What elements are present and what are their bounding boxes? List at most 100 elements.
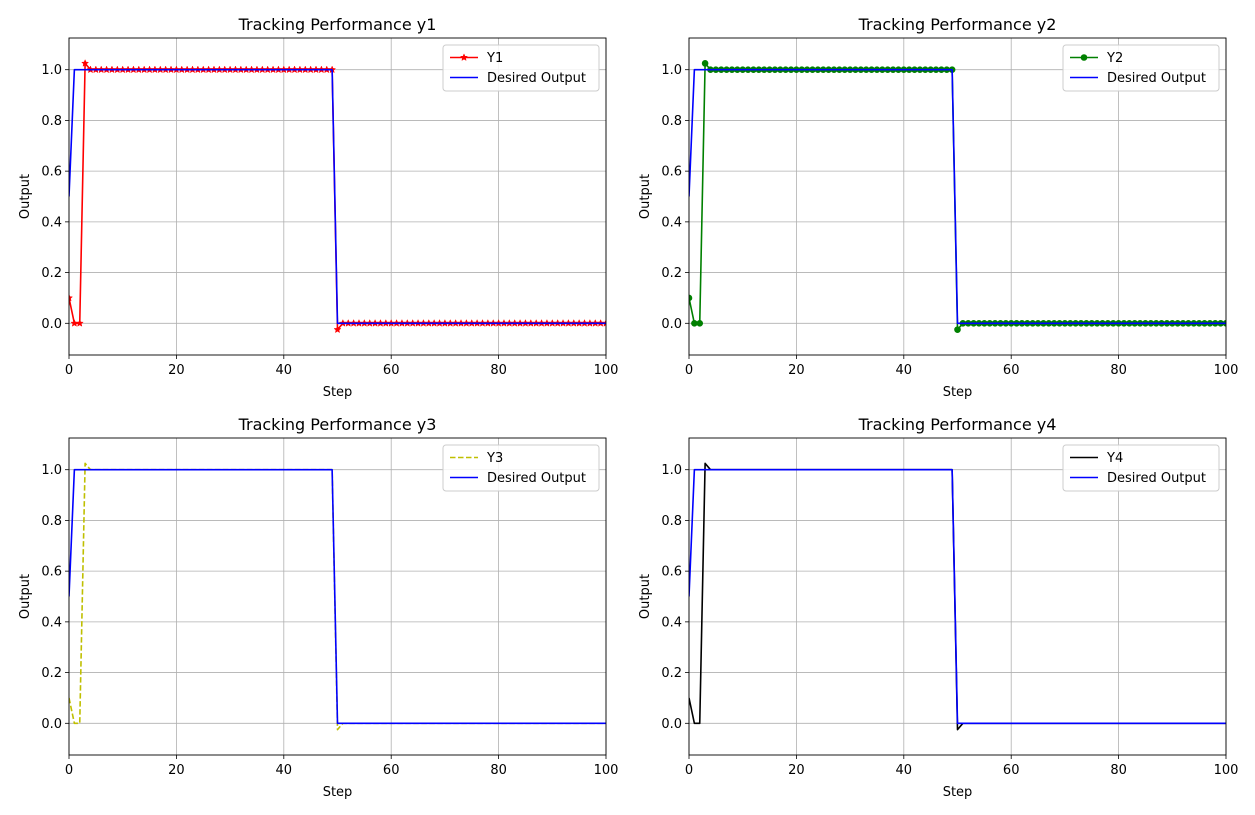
series-line-y3 xyxy=(69,462,606,731)
x-tick-label: 100 xyxy=(1214,763,1239,778)
plot-area xyxy=(689,462,1226,731)
y-tick-label: 0.0 xyxy=(41,317,62,332)
x-tick-label: 0 xyxy=(65,363,73,378)
x-tick-label: 40 xyxy=(276,763,293,778)
legend: Y2 Desired Output xyxy=(1062,44,1220,92)
y-tick-label: 0.4 xyxy=(661,215,682,230)
x-tick-label: 60 xyxy=(383,363,400,378)
y-tick-label: 0.4 xyxy=(41,615,62,630)
x-axis-label: Step xyxy=(323,385,353,400)
x-tick-label: 0 xyxy=(685,363,693,378)
data-point xyxy=(691,320,698,327)
x-tick-label: 60 xyxy=(1003,763,1020,778)
chart-panel-3: 0 20 40 60 80 100 0.0 0.2 0.4 0.6 0.8 1.0 Tracking P… xyxy=(18,415,618,800)
x-tick-label: 60 xyxy=(1003,363,1020,378)
data-point xyxy=(333,325,342,334)
legend-marker xyxy=(459,53,469,61)
x-axis-label: Step xyxy=(943,785,973,800)
x-tick-label: 80 xyxy=(1110,363,1127,378)
y-tick-label: 1.0 xyxy=(661,463,682,478)
x-tick-label: 0 xyxy=(685,763,693,778)
chart-title: Tracking Performance y2 xyxy=(858,15,1057,34)
y-tick-label: 0.0 xyxy=(661,317,682,332)
legend: Y1 Desired Output xyxy=(442,44,600,92)
chart-panel-2: 0 20 40 60 80 100 0.0 0.2 0.4 0.6 0.8 1.0 Tracking P… xyxy=(638,15,1238,400)
y-tick-label: 0.8 xyxy=(41,114,62,129)
legend-box xyxy=(442,444,600,492)
legend-label: Desired Output xyxy=(1107,471,1206,486)
x-tick-label: 80 xyxy=(490,363,507,378)
legend-label: Desired Output xyxy=(1107,71,1206,86)
y-tick-label: 0.8 xyxy=(661,514,682,529)
plot-area xyxy=(69,462,606,731)
y-tick-label: 1.0 xyxy=(41,63,62,78)
x-axis-label: Step xyxy=(323,785,353,800)
x-tick-label: 0 xyxy=(65,763,73,778)
axes-frame xyxy=(688,437,1227,756)
y-tick-label: 0.6 xyxy=(41,165,62,180)
x-tick-label: 20 xyxy=(788,363,805,378)
y-tick-label: 0.6 xyxy=(41,565,62,580)
y-tick-label: 0.8 xyxy=(661,114,682,129)
plot-area xyxy=(69,59,606,334)
y-axis-label: Output xyxy=(638,174,653,219)
x-tick-label: 60 xyxy=(383,763,400,778)
y-tick-label: 0.2 xyxy=(41,666,62,681)
legend-label: Y2 xyxy=(1106,51,1123,66)
data-point xyxy=(701,60,709,67)
y-tick-label: 0.0 xyxy=(41,717,62,732)
y-axis-label: Output xyxy=(18,174,33,219)
x-tick-label: 100 xyxy=(1214,363,1239,378)
chart-title: Tracking Performance y3 xyxy=(238,415,437,434)
y-axis-label: Output xyxy=(18,574,33,619)
legend-box xyxy=(1062,444,1220,492)
x-tick-label: 80 xyxy=(490,763,507,778)
chart-title: Tracking Performance y1 xyxy=(238,15,437,34)
x-tick-label: 100 xyxy=(594,763,619,778)
legend-label: Desired Output xyxy=(487,471,586,486)
y-tick-label: 0.6 xyxy=(661,565,682,580)
y-tick-label: 0.4 xyxy=(41,215,62,230)
y-tick-label: 1.0 xyxy=(41,463,62,478)
x-tick-label: 100 xyxy=(594,363,619,378)
data-point xyxy=(81,59,90,67)
axes-frame xyxy=(68,37,607,356)
legend: Y3 Desired Output xyxy=(442,444,600,492)
plot-area xyxy=(689,60,1226,333)
x-tick-label: 80 xyxy=(1110,763,1127,778)
legend-box xyxy=(1062,44,1220,92)
legend-box xyxy=(442,44,600,92)
y-tick-label: 0.2 xyxy=(661,666,682,681)
x-tick-label: 40 xyxy=(896,363,913,378)
legend-marker xyxy=(1080,54,1088,61)
series-line-desired-output xyxy=(69,68,606,325)
axes-frame xyxy=(688,37,1227,356)
y-tick-label: 1.0 xyxy=(661,63,682,78)
legend-label: Y4 xyxy=(1106,451,1123,466)
legend-label: Y1 xyxy=(486,51,503,66)
series-line-desired-output xyxy=(689,68,1226,325)
data-point xyxy=(75,319,84,327)
x-axis-label: Step xyxy=(943,385,973,400)
y-tick-label: 0.4 xyxy=(661,615,682,630)
x-tick-label: 40 xyxy=(896,763,913,778)
legend-label: Desired Output xyxy=(487,71,586,86)
chart-title: Tracking Performance y4 xyxy=(858,415,1057,434)
y-tick-label: 0.0 xyxy=(661,717,682,732)
y-axis-label: Output xyxy=(638,574,653,619)
x-tick-label: 20 xyxy=(788,763,805,778)
chart-panel-4: 0 20 40 60 80 100 0.0 0.2 0.4 0.6 0.8 1.0 Tracking P… xyxy=(638,415,1238,800)
series-line-desired-output xyxy=(689,468,1226,725)
data-point xyxy=(696,320,704,327)
data-point xyxy=(69,293,74,302)
x-tick-label: 20 xyxy=(168,363,185,378)
x-tick-label: 20 xyxy=(168,763,185,778)
y-tick-label: 0.2 xyxy=(661,266,682,281)
data-point xyxy=(954,326,961,333)
chart-panel-1: 0 20 40 60 80 100 0.0 0.2 0.4 0.6 0.8 1.0 Tracking P… xyxy=(18,15,618,400)
series-line-desired-output xyxy=(69,468,606,725)
legend-label: Y3 xyxy=(486,451,503,466)
y-tick-label: 0.6 xyxy=(661,165,682,180)
data-point xyxy=(70,319,79,327)
